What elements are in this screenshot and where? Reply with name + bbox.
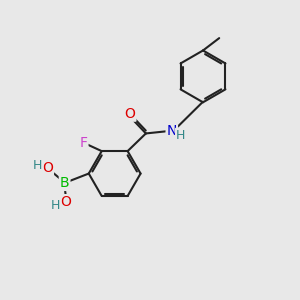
Text: B: B (60, 176, 69, 190)
Text: H: H (51, 199, 61, 212)
Text: O: O (124, 107, 135, 121)
Text: H: H (176, 129, 185, 142)
Text: O: O (61, 195, 71, 209)
Text: O: O (42, 161, 53, 175)
Text: F: F (80, 136, 88, 150)
Text: N: N (167, 124, 177, 138)
Text: H: H (33, 159, 43, 172)
